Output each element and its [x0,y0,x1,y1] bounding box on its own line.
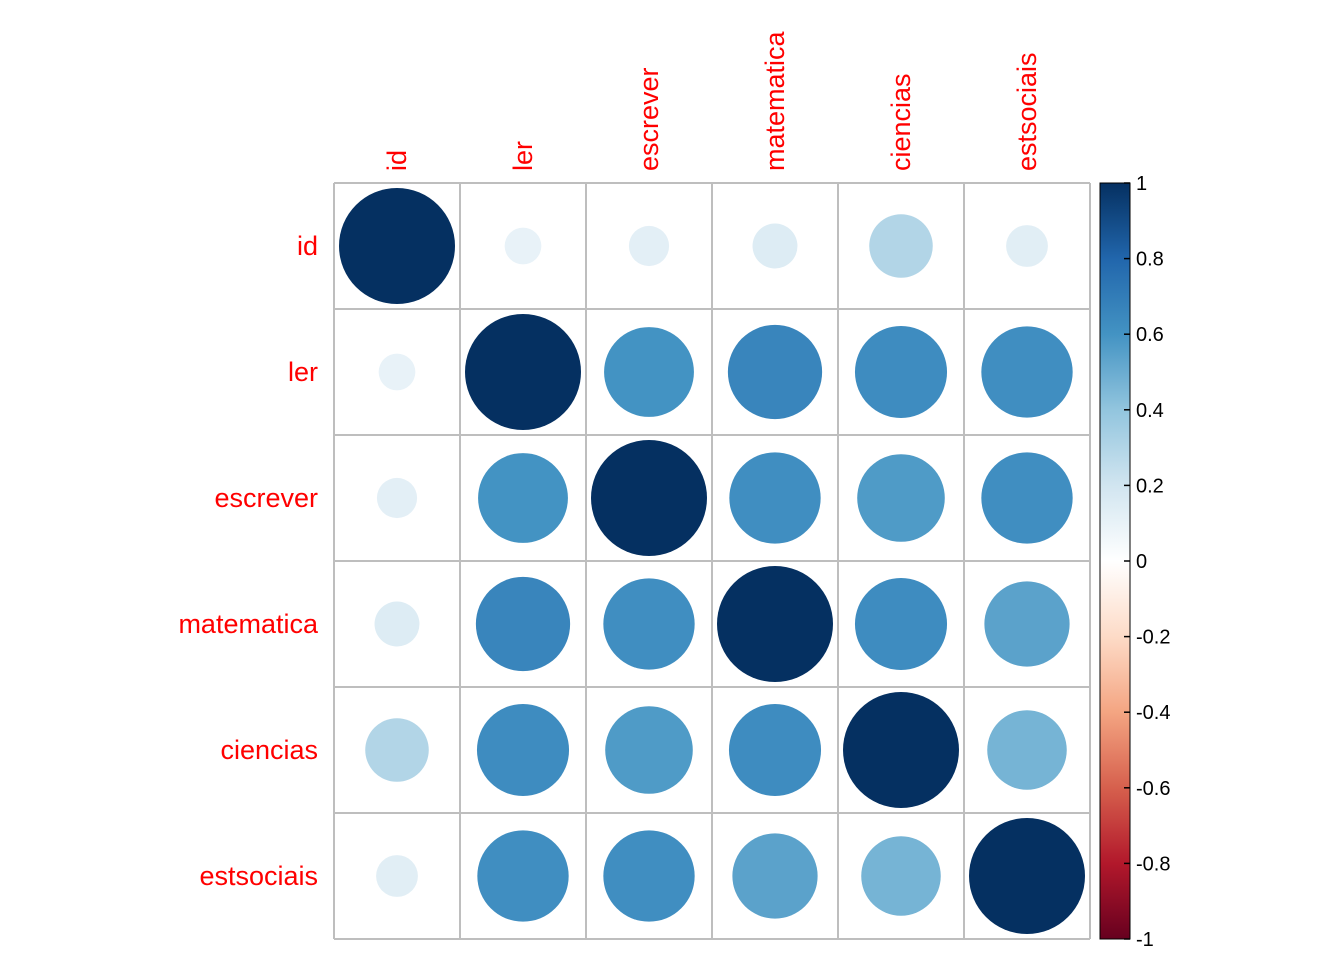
corr-circle-matematica-escrever [603,578,695,670]
corr-circle-ler-ciencias [854,325,948,419]
corr-circle-id-escrever [628,225,670,267]
colorbar-tick-label: 0.2 [1136,475,1164,497]
corr-circle-ciencias-ciencias [843,692,959,808]
corr-circle-id-id [339,188,455,304]
col-label-matematica: matematica [760,30,790,171]
colorbar-tick-label: -0.4 [1136,702,1170,724]
col-label-ciencias: ciencias [886,73,916,171]
corr-circle-ler-ler [465,314,581,430]
corr-circle-matematica-matematica [717,566,833,682]
corr-circle-ciencias-id [365,718,429,782]
corr-circle-ler-estsociais [981,326,1073,418]
row-label-ciencias: ciencias [220,735,318,765]
corr-circle-id-matematica [752,223,798,269]
colorbar-tick-label: 1 [1136,173,1147,195]
corr-circle-escrever-ciencias [857,454,945,542]
corr-circle-estsociais-id [376,855,418,897]
colorbar-tick-label: -0.6 [1136,778,1170,800]
corr-circle-ler-escrever [604,327,694,417]
corr-circle-ciencias-matematica [728,703,822,797]
colorbar-tick-label: -0.2 [1136,627,1170,649]
colorbar-tick-label: -0.8 [1136,853,1170,875]
corr-circle-matematica-ciencias [854,577,948,671]
corr-circle-escrever-matematica [729,452,821,544]
corr-circle-ciencias-escrever [605,706,693,794]
corr-circle-matematica-estsociais [984,581,1070,667]
corr-circle-ler-matematica [727,324,823,420]
corr-circle-id-ler [504,227,542,265]
corr-circle-estsociais-matematica [732,833,818,919]
corr-circle-estsociais-ciencias [861,836,941,916]
corr-circle-escrever-ler [478,453,568,543]
corr-circle-estsociais-estsociais [969,818,1085,934]
corr-circle-estsociais-ler [477,830,569,922]
corr-circle-id-ciencias [869,214,933,278]
row-label-ler: ler [288,357,318,387]
colorbar-tick-label: 0.6 [1136,324,1164,346]
col-label-id: id [382,150,412,171]
colorbar-tick-label: -1 [1136,929,1154,951]
corr-circle-estsociais-escrever [603,830,695,922]
colorbar-tick-label: 0 [1136,551,1147,573]
row-label-estsociais: estsociais [199,861,318,891]
row-label-escrever: escrever [214,483,318,513]
corr-circle-ciencias-ler [476,703,570,797]
corr-circle-ciencias-estsociais [987,710,1067,790]
corr-circle-escrever-escrever [591,440,707,556]
corr-circle-id-estsociais [1006,225,1048,267]
row-label-id: id [297,231,318,261]
row-label-matematica: matematica [178,609,319,639]
corr-circle-matematica-id [374,601,420,647]
corr-circle-ler-id [378,353,416,391]
colorbar-tick-label: 0.8 [1136,249,1164,271]
corr-circle-matematica-ler [475,576,571,672]
corr-circle-escrever-estsociais [981,452,1073,544]
col-label-estsociais: estsociais [1012,52,1042,171]
corr-circle-escrever-id [376,477,418,519]
col-label-ler: ler [508,141,538,171]
col-label-escrever: escrever [634,67,664,171]
colorbar-tick-label: 0.4 [1136,400,1164,422]
